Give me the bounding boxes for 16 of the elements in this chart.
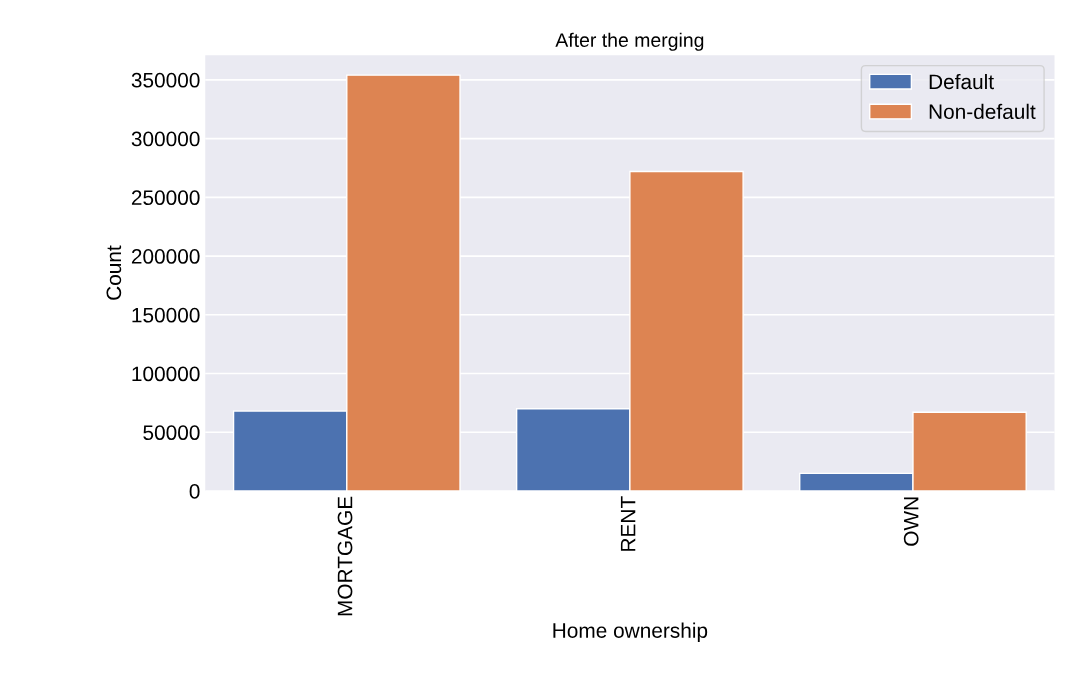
y-axis-title: Count	[106, 245, 122, 300]
legend-label: Non-default	[929, 103, 1036, 120]
y-tick-label: 50000	[143, 425, 200, 441]
x-tick-label: MORTGAGE	[337, 496, 353, 616]
y-tick-label: 250000	[131, 190, 200, 206]
y-tick-label: 150000	[132, 307, 200, 323]
x-axis-title: Home ownership	[553, 622, 708, 642]
legend-label: Default	[929, 73, 994, 90]
y-tick-label: 0	[189, 484, 200, 499]
chart-title: After the merging	[555, 32, 704, 51]
x-tick-label: OWN	[903, 497, 919, 546]
x-tick-label: RENT	[620, 496, 636, 551]
y-tick-label: 200000	[131, 249, 200, 264]
y-tick-label: 100000	[132, 366, 200, 382]
y-tick-label: 300000	[131, 131, 200, 147]
y-tick-label: 350000	[131, 72, 200, 88]
